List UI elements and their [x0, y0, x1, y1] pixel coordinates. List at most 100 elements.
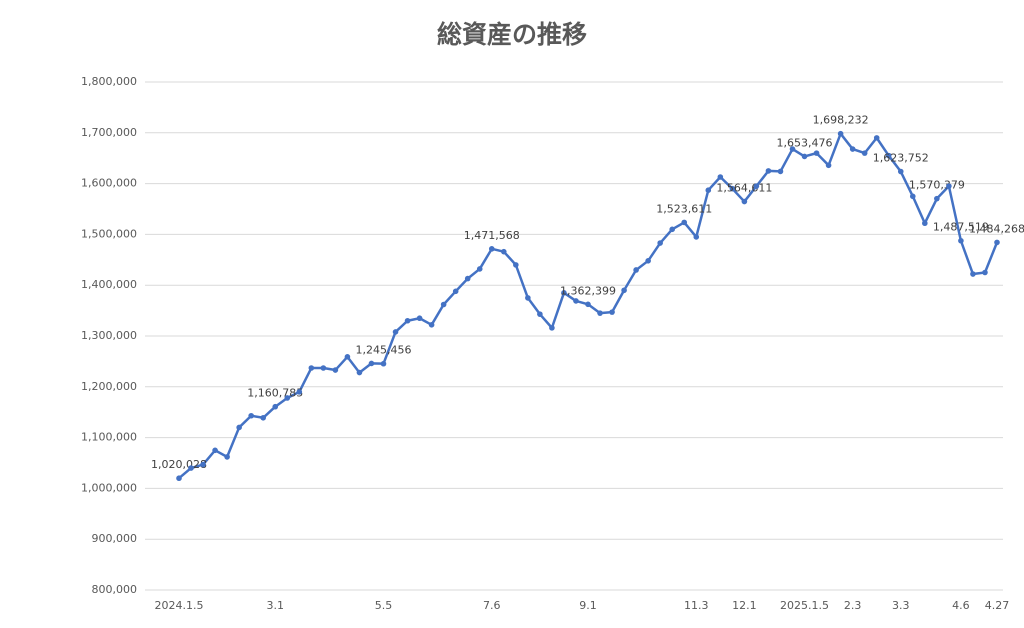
- data-label: 1,623,752: [873, 152, 929, 165]
- y-tick-label: 1,400,000: [81, 278, 137, 291]
- point: [946, 183, 952, 189]
- point: [332, 367, 339, 373]
- point: [488, 246, 495, 252]
- point: [681, 219, 688, 226]
- point: [404, 317, 411, 324]
- point: [416, 315, 423, 322]
- point: [188, 465, 194, 471]
- data-label: 1,245,456: [356, 344, 412, 357]
- y-tick-label: 1,800,000: [81, 75, 137, 88]
- point: [777, 168, 784, 175]
- point: [476, 266, 483, 272]
- y-tick-label: 1,200,000: [81, 380, 137, 393]
- point: [705, 187, 712, 194]
- point: [356, 369, 363, 376]
- point: [657, 240, 663, 246]
- data-label: 1,653,476: [777, 136, 833, 149]
- data-label: 1,160,785: [247, 387, 303, 400]
- point: [645, 258, 651, 264]
- point: [308, 365, 315, 371]
- point: [729, 185, 736, 192]
- point: [621, 287, 627, 294]
- point: [440, 301, 447, 308]
- y-tick-label: 1,100,000: [81, 431, 137, 444]
- data-label: 1,487,519: [933, 221, 989, 234]
- point: [284, 395, 291, 401]
- point: [224, 454, 230, 460]
- data-label: 1,523,611: [656, 202, 712, 215]
- data-label: 1,020,028: [151, 458, 207, 471]
- point: [320, 365, 327, 371]
- point: [970, 271, 976, 277]
- point: [464, 275, 471, 282]
- y-tick-label: 900,000: [92, 532, 138, 545]
- point: [789, 146, 796, 152]
- point: [561, 290, 567, 296]
- point: [585, 301, 591, 308]
- point: [693, 234, 700, 240]
- point: [909, 193, 916, 200]
- point: [248, 412, 254, 419]
- point: [549, 325, 555, 331]
- point: [922, 220, 928, 227]
- point: [597, 310, 603, 316]
- point: [861, 150, 868, 156]
- point: [296, 389, 303, 395]
- point: [849, 146, 856, 152]
- data-label: 1,362,399: [560, 284, 616, 297]
- point: [428, 322, 435, 328]
- point: [994, 239, 1000, 246]
- point: [753, 183, 760, 189]
- point: [212, 447, 218, 454]
- point: [609, 309, 615, 315]
- point: [392, 329, 399, 335]
- point: [236, 424, 242, 431]
- x-tick-label: 2.3: [844, 599, 862, 612]
- point: [873, 135, 880, 141]
- point: [633, 267, 639, 273]
- chart-title: 総資産の推移: [437, 20, 587, 49]
- x-tick-label: 9.1: [579, 599, 597, 612]
- x-tick-label: 11.3: [684, 599, 709, 612]
- y-tick-label: 1,300,000: [81, 329, 137, 342]
- point: [765, 168, 772, 174]
- y-tick-label: 1,500,000: [81, 227, 137, 240]
- x-tick-label: 7.6: [483, 599, 501, 612]
- x-tick-label: 2024.1.5: [155, 599, 204, 612]
- point: [380, 360, 387, 367]
- x-tick-label: 3.1: [266, 599, 284, 612]
- point: [813, 150, 820, 156]
- point: [982, 269, 988, 276]
- data-label: 1,698,232: [813, 114, 869, 127]
- y-tick-label: 1,600,000: [81, 177, 137, 190]
- point: [368, 360, 375, 367]
- x-tick-label: 12.1: [732, 599, 757, 612]
- point: [885, 152, 892, 159]
- point: [260, 414, 267, 421]
- point: [741, 198, 748, 205]
- point: [344, 354, 351, 360]
- point: [500, 248, 507, 255]
- data-label: 1,471,568: [464, 229, 520, 242]
- y-tick-label: 1,700,000: [81, 126, 137, 139]
- point: [837, 130, 844, 137]
- x-tick-label: 4.6: [952, 599, 970, 612]
- y-tick-label: 800,000: [92, 583, 138, 596]
- point: [200, 461, 206, 468]
- x-tick-label: 4.27: [985, 599, 1010, 612]
- point: [513, 262, 519, 268]
- point: [801, 153, 808, 160]
- x-tick-label: 2025.1.5: [780, 599, 829, 612]
- data-label: 1,570,379: [909, 179, 965, 192]
- point: [272, 403, 279, 410]
- point: [958, 237, 964, 244]
- point: [176, 475, 182, 482]
- data-label: 1,564,611: [716, 182, 772, 195]
- point: [669, 226, 676, 233]
- y-tick-label: 1,000,000: [81, 481, 137, 494]
- data-label: 1,484,268: [969, 222, 1024, 235]
- point: [452, 288, 459, 295]
- point: [825, 162, 832, 169]
- x-tick-label: 5.5: [375, 599, 393, 612]
